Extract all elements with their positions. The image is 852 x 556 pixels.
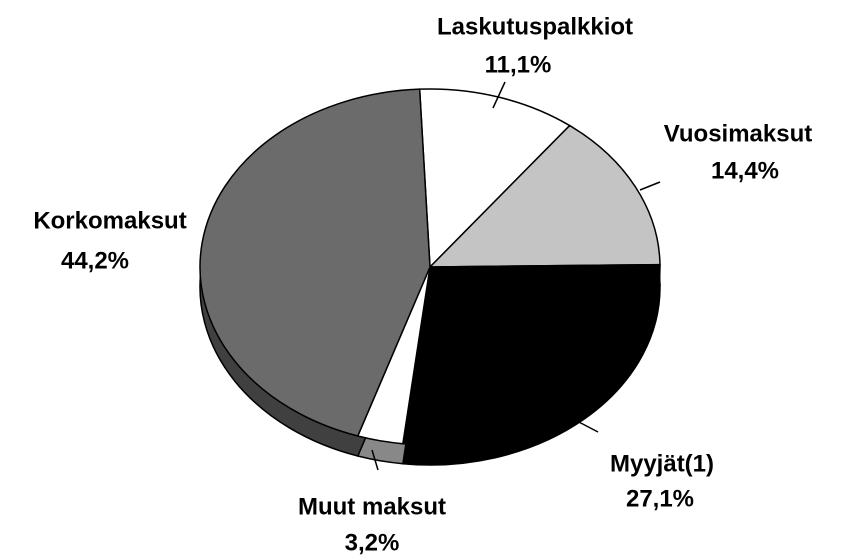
slice-value-label: 44,2% — [61, 247, 129, 274]
slice-label: Myyjät(1) — [610, 450, 714, 477]
pie — [199, 88, 661, 466]
slice — [199, 88, 431, 437]
slice-value-label: 14,4% — [711, 157, 779, 184]
slice — [428, 124, 661, 268]
slice-value-label: 3,2% — [345, 529, 400, 556]
slice-label: Vuosimaksut — [664, 120, 813, 147]
leader-line — [574, 419, 599, 433]
slice-label: Korkomaksut — [33, 207, 186, 234]
slice-value-label: 11,1% — [485, 51, 552, 78]
leader-line — [492, 81, 506, 109]
leader-line — [639, 181, 661, 191]
slice-value-label: 27,1% — [626, 485, 694, 512]
slice-label: Muut maksut — [298, 493, 446, 520]
leader-line — [371, 449, 379, 471]
slice-label: Laskutuspalkkiot — [437, 13, 633, 40]
slice — [401, 263, 661, 446]
